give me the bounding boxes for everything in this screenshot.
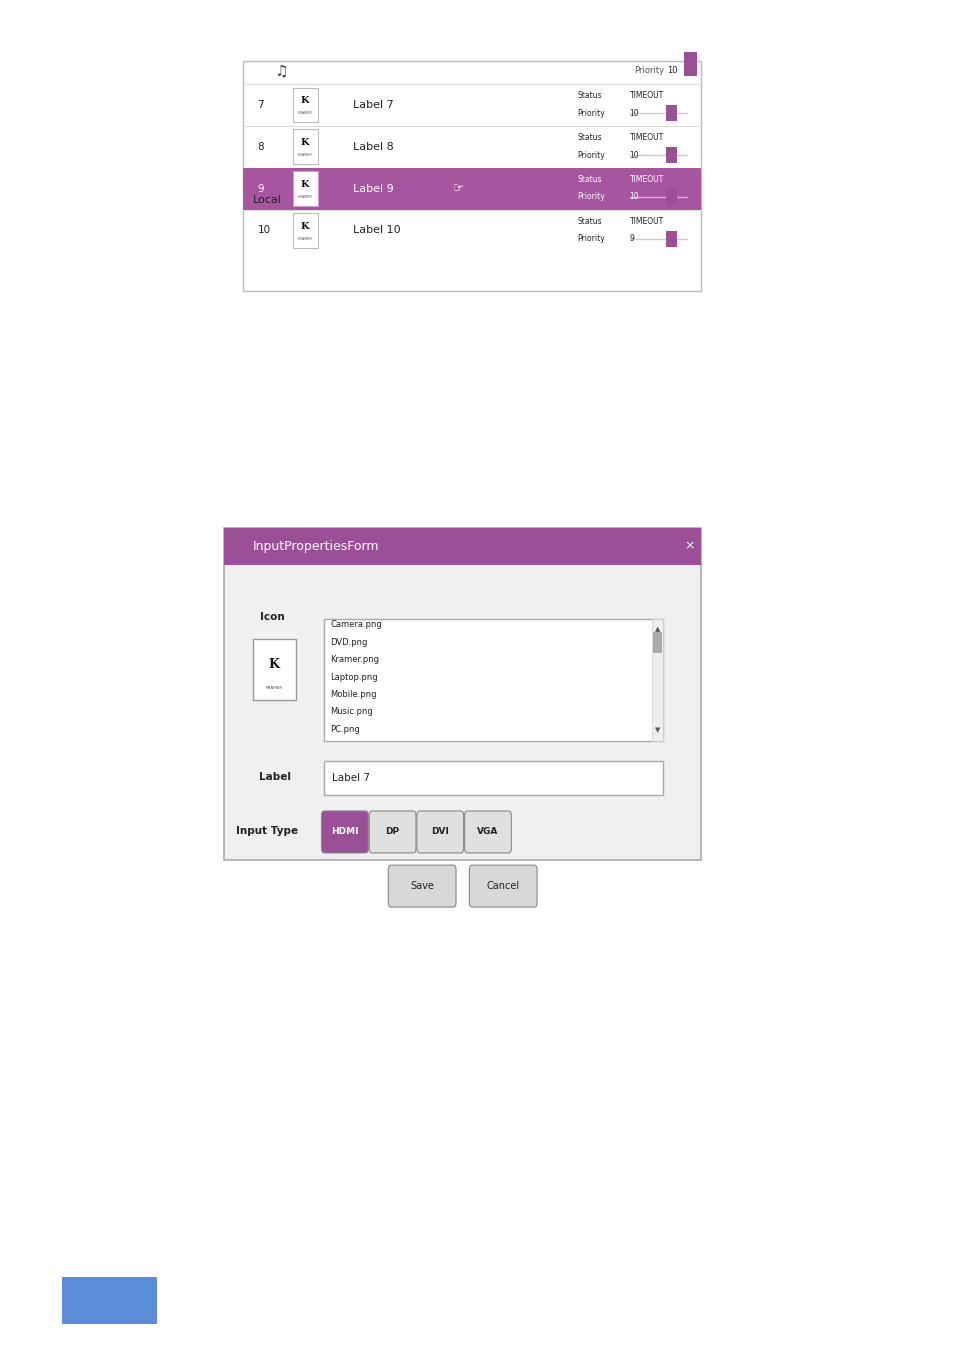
FancyBboxPatch shape (416, 811, 463, 853)
Text: DP: DP (385, 827, 399, 837)
Text: Label 10: Label 10 (353, 225, 400, 236)
FancyBboxPatch shape (243, 61, 700, 291)
Text: K: K (301, 138, 309, 148)
Text: KRAMER: KRAMER (297, 153, 313, 157)
FancyBboxPatch shape (683, 51, 697, 76)
Text: Save: Save (410, 881, 434, 891)
Text: Priority: Priority (577, 234, 604, 244)
Text: Priority: Priority (577, 150, 604, 160)
Text: K: K (301, 180, 309, 190)
Text: K: K (301, 96, 309, 106)
Text: Status: Status (577, 91, 601, 100)
Text: Priority: Priority (634, 66, 664, 74)
Text: InputPropertiesForm: InputPropertiesForm (253, 540, 379, 552)
FancyBboxPatch shape (324, 619, 662, 741)
Text: Status: Status (577, 217, 601, 226)
Text: 10: 10 (629, 192, 639, 202)
Text: 9: 9 (257, 184, 264, 194)
Text: DVD.png: DVD.png (330, 638, 367, 647)
Text: VGA: VGA (476, 827, 498, 837)
Text: Label: Label (258, 772, 291, 783)
Text: ▲: ▲ (654, 627, 659, 632)
Text: Label 7: Label 7 (332, 773, 370, 783)
FancyBboxPatch shape (321, 811, 368, 853)
FancyBboxPatch shape (224, 528, 700, 565)
Text: Icon: Icon (259, 612, 284, 621)
FancyBboxPatch shape (665, 188, 677, 204)
FancyBboxPatch shape (665, 230, 677, 246)
Text: TIMEOUT: TIMEOUT (629, 91, 663, 100)
Text: Mobile.png: Mobile.png (330, 691, 376, 699)
FancyBboxPatch shape (665, 106, 677, 122)
FancyBboxPatch shape (293, 213, 317, 248)
FancyBboxPatch shape (224, 528, 700, 860)
Text: TIMEOUT: TIMEOUT (629, 217, 663, 226)
Text: ▼: ▼ (654, 727, 659, 733)
Text: Local: Local (253, 195, 281, 206)
Text: Kramer.png: Kramer.png (330, 655, 378, 663)
Text: DVI: DVI (431, 827, 449, 837)
Text: KRAMER: KRAMER (297, 237, 313, 241)
Text: Priority: Priority (577, 192, 604, 202)
FancyBboxPatch shape (62, 1277, 157, 1324)
Text: Camera.png: Camera.png (330, 620, 381, 630)
FancyBboxPatch shape (253, 639, 295, 700)
Text: K: K (269, 658, 279, 672)
Text: Label 9: Label 9 (353, 184, 394, 194)
Text: PC.png: PC.png (330, 724, 359, 734)
Text: 10: 10 (257, 225, 271, 236)
Text: Laptop.png: Laptop.png (330, 673, 377, 681)
Text: 10: 10 (666, 66, 678, 74)
Text: KRAMER: KRAMER (297, 195, 313, 199)
Text: Input Type: Input Type (235, 826, 298, 837)
Text: K: K (301, 222, 309, 232)
FancyBboxPatch shape (293, 171, 317, 206)
Text: 10: 10 (629, 108, 639, 118)
Text: Label 7: Label 7 (353, 100, 394, 110)
Text: 7: 7 (257, 100, 264, 110)
Text: ☞: ☞ (453, 181, 464, 195)
Text: 8: 8 (257, 142, 264, 152)
Text: Priority: Priority (577, 108, 604, 118)
Text: KRAMER: KRAMER (265, 685, 283, 689)
FancyBboxPatch shape (469, 865, 537, 907)
FancyBboxPatch shape (651, 619, 662, 741)
Text: Status: Status (577, 133, 601, 142)
FancyBboxPatch shape (293, 88, 317, 122)
Text: HDMI: HDMI (331, 827, 358, 837)
FancyBboxPatch shape (665, 148, 677, 164)
Text: Status: Status (577, 175, 601, 184)
FancyBboxPatch shape (324, 761, 662, 795)
FancyBboxPatch shape (652, 632, 661, 653)
Text: TIMEOUT: TIMEOUT (629, 133, 663, 142)
FancyBboxPatch shape (464, 811, 511, 853)
Text: 9: 9 (629, 234, 634, 244)
Text: TIMEOUT: TIMEOUT (629, 175, 663, 184)
Text: ♫: ♫ (274, 64, 288, 79)
Text: Label 8: Label 8 (353, 142, 394, 152)
Text: Cancel: Cancel (486, 881, 519, 891)
FancyBboxPatch shape (293, 130, 317, 164)
Text: Music.png: Music.png (330, 707, 373, 716)
Text: 10: 10 (629, 150, 639, 160)
Text: KRAMER: KRAMER (297, 111, 313, 115)
FancyBboxPatch shape (243, 168, 700, 210)
Text: ×: × (683, 540, 695, 552)
FancyBboxPatch shape (369, 811, 416, 853)
FancyBboxPatch shape (388, 865, 456, 907)
